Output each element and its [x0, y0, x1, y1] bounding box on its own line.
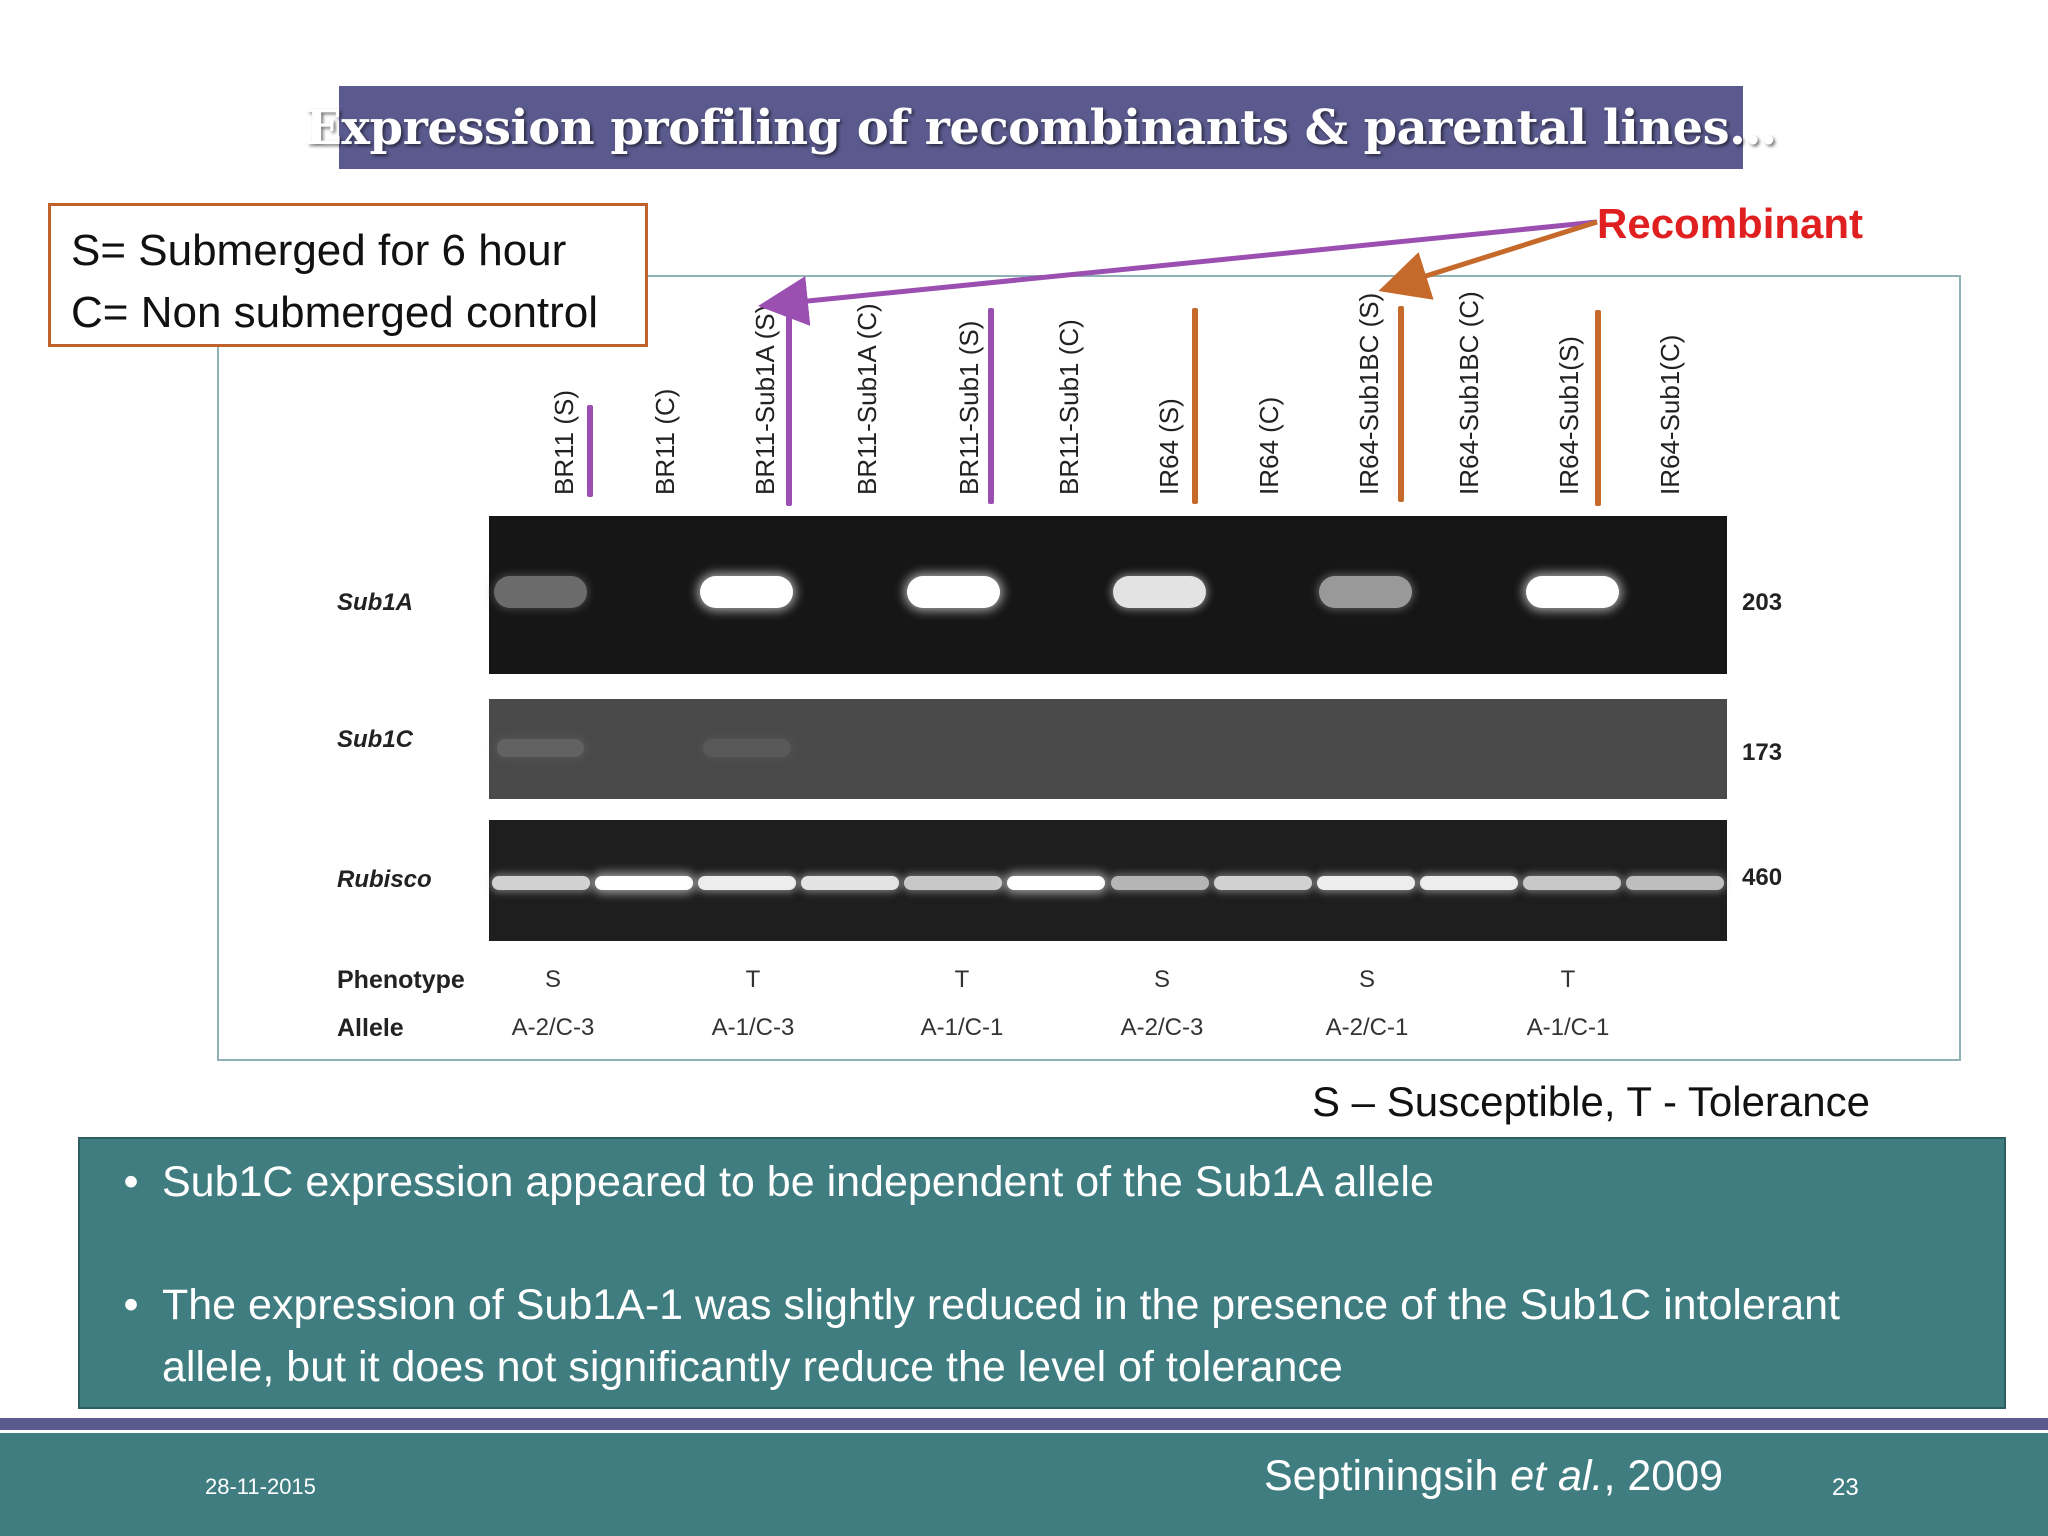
allele-cell: A-2/C-3: [1120, 1014, 1204, 1041]
orange-marker-line: [1398, 306, 1404, 502]
gel-band: [697, 876, 796, 890]
gel-band: [904, 876, 1003, 890]
gel-band: [1525, 576, 1619, 608]
gel-band: [491, 876, 590, 890]
recombinant-arrows: [758, 219, 1598, 326]
gene-label-sub1a: Sub1A: [337, 589, 414, 616]
purple-arrow: [758, 219, 1598, 326]
gel-band: [1110, 876, 1209, 890]
phenotype-key-note: S – Susceptible, T - Tolerance: [1312, 1078, 1870, 1125]
legend-control: C= Non submerged control: [71, 288, 599, 337]
gel-panel-sub1a: [489, 516, 1727, 674]
orange-marker-line: [1192, 308, 1198, 504]
gel-panel-sub1c: [489, 699, 1727, 799]
lane-label: IR64 (S): [1154, 398, 1184, 495]
footer-date: 28-11-2015: [205, 1474, 316, 1499]
band-size-rubisco: 460: [1742, 864, 1783, 891]
purple-marker-line: [587, 405, 593, 497]
gel-band: [1626, 876, 1725, 890]
gel-band: [1523, 876, 1622, 890]
footer-bar: [0, 1433, 2048, 1536]
phenotype-row-label: Phenotype: [337, 966, 465, 994]
citation-author: Septiningsih: [1264, 1452, 1499, 1500]
gel-band: [1007, 876, 1106, 890]
bullet-dot: •: [123, 1281, 139, 1329]
legend-submerged: S= Submerged for 6 hour: [71, 226, 567, 275]
condition-legend-box: S= Submerged for 6 hour C= Non submerged…: [48, 203, 648, 347]
footer-divider: [0, 1418, 2048, 1430]
citation-etal: et al.: [1510, 1452, 1604, 1500]
gene-label-rubisco: Rubisco: [337, 866, 432, 893]
gel-band: [594, 876, 693, 890]
recombinant-label: Recombinant: [1597, 200, 1864, 247]
gel-band: [801, 876, 900, 890]
band-size-sub1a: 203: [1742, 589, 1783, 616]
phenotype-cell: T: [954, 966, 970, 993]
gel-panel-rubisco: [489, 820, 1727, 941]
allele-cell: A-1/C-1: [1526, 1014, 1610, 1041]
orange-arrow: [1378, 219, 1598, 300]
orange-marker-line: [1595, 310, 1601, 506]
phenotype-cell: S: [544, 966, 562, 993]
gel-band: [703, 739, 791, 757]
footer-citation: Septiningsih et al., 2009: [1264, 1452, 1723, 1501]
phenotype-cell: S: [1153, 966, 1171, 993]
lane-label: BR11 (C): [650, 388, 680, 495]
gel-band: [496, 739, 585, 757]
purple-marker-line: [786, 310, 792, 506]
gel-band: [494, 576, 587, 608]
allele-cell: A-2/C-3: [511, 1014, 595, 1041]
bullet-dot: •: [123, 1158, 139, 1206]
allele-cell: A-2/C-1: [1325, 1014, 1409, 1041]
lane-label: IR64 (C): [1254, 396, 1284, 495]
page-number: 23: [1832, 1474, 1859, 1501]
phenotype-cell: T: [745, 966, 761, 993]
allele-row-label: Allele: [337, 1014, 404, 1042]
bullet-item: • Sub1C expression appeared to be indepe…: [100, 1151, 1962, 1213]
purple-marker-line: [988, 308, 994, 504]
bullet-text: Sub1C expression appeared to be independ…: [162, 1158, 1434, 1206]
bullet-item: • The expression of Sub1A-1 was slightly…: [100, 1274, 1962, 1398]
gel-band: [1316, 876, 1415, 890]
gel-band: [906, 576, 1000, 608]
citation-year: , 2009: [1603, 1452, 1724, 1500]
gel-band: [1213, 876, 1312, 890]
phenotype-cell: T: [1560, 966, 1576, 993]
allele-cell: A-1/C-3: [711, 1014, 795, 1041]
phenotype-cell: S: [1358, 966, 1376, 993]
band-size-sub1c: 173: [1742, 739, 1783, 766]
bullet-text: The expression of Sub1A-1 was slightly r…: [162, 1281, 1840, 1391]
gel-band: [1113, 576, 1206, 608]
gel-band: [1319, 576, 1413, 608]
findings-box: • Sub1C expression appeared to be indepe…: [78, 1137, 2006, 1409]
gene-label-sub1c: Sub1C: [337, 726, 414, 753]
gel-band: [700, 576, 794, 608]
lane-label: BR11 (S): [549, 390, 579, 495]
title-bar: Expression profiling of recombinants & p…: [305, 86, 1777, 169]
gel-band: [1420, 876, 1519, 890]
allele-cell: A-1/C-1: [920, 1014, 1004, 1041]
slide-title: Expression profiling of recombinants & p…: [305, 99, 1777, 156]
